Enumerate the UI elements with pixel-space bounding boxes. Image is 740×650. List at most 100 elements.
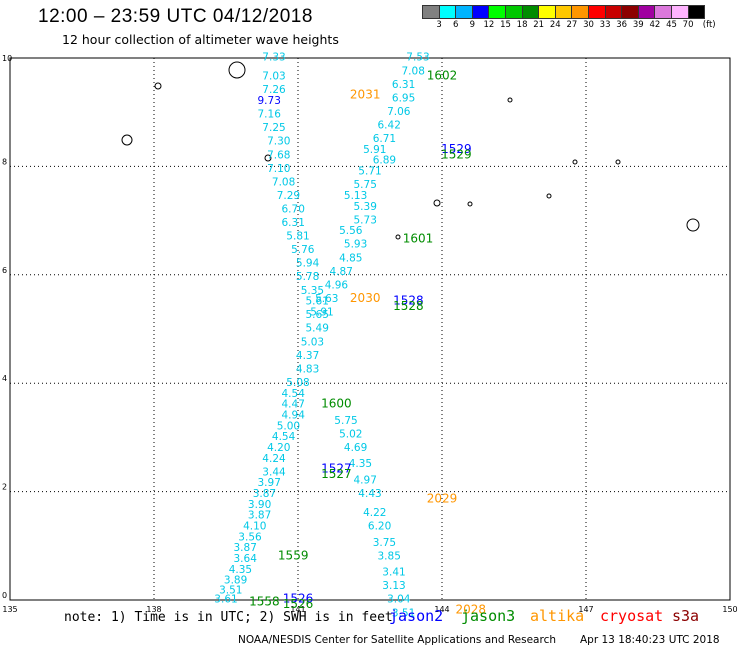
- swh-label: 3.61: [214, 594, 237, 606]
- x-tick-label: 150: [722, 605, 737, 614]
- legend-swatch: [521, 5, 540, 19]
- swh-label: 4.47: [282, 399, 305, 411]
- generated-timestamp: Apr 13 18:40:23 UTC 2018: [580, 634, 720, 646]
- swh-label: 5.93: [344, 239, 367, 251]
- pass-time-label: 1526: [283, 592, 314, 606]
- island-outline: [395, 234, 401, 240]
- legend-label: 36: [616, 20, 628, 30]
- satellite-jason2: jason2: [389, 607, 444, 625]
- island-outline: [686, 218, 700, 232]
- legend-label: 27: [566, 20, 578, 30]
- x-tick-label: 138: [146, 605, 161, 614]
- swh-label: 4.54: [282, 388, 306, 400]
- legend-label: 3: [436, 20, 442, 30]
- pass-time-label: 1602: [427, 69, 458, 83]
- swh-label: 5.08: [286, 377, 309, 389]
- swh-label: 5.75: [354, 179, 377, 191]
- legend-label: 18: [516, 20, 528, 30]
- satellite-cryosat: cryosat: [600, 607, 664, 625]
- swh-label: 7.26: [262, 84, 286, 96]
- island-outline: [228, 61, 246, 79]
- swh-label: 4.43: [358, 488, 381, 500]
- pass-time-label: 1528: [393, 294, 424, 308]
- legend-swatch: [471, 5, 490, 19]
- swh-label: 3.89: [224, 575, 247, 587]
- swh-label: 4.20: [267, 442, 290, 454]
- swh-label: 5.00: [277, 420, 300, 432]
- legend-label: 12: [483, 20, 495, 30]
- swh-label: 5.91: [310, 306, 333, 318]
- swh-label: 7.08: [272, 176, 295, 188]
- legend-swatch: [571, 5, 589, 19]
- legend-swatch: [621, 5, 639, 19]
- swh-label: 6.95: [392, 92, 415, 104]
- swh-label: 9.73: [258, 95, 281, 107]
- pass-time-label: 1529: [441, 147, 472, 161]
- swh-label: 4.37: [296, 350, 319, 362]
- pass-time-label: 1527: [321, 467, 352, 481]
- swh-label: 5.13: [344, 190, 367, 202]
- legend-swatch: [604, 5, 623, 19]
- y-tick-label: 0: [2, 591, 7, 600]
- legend-label: 9: [469, 20, 476, 30]
- legend-swatch: [438, 5, 457, 19]
- map-title: 12:00 – 23:59 UTC 04/12/2018: [38, 6, 313, 27]
- island-outline: [507, 97, 513, 103]
- swh-label: 3.51: [392, 607, 415, 619]
- legend-color-scale: [422, 5, 740, 19]
- swh-label: 5.81: [286, 231, 309, 243]
- map-subtitle: 12 hour collection of altimeter wave hei…: [62, 32, 339, 47]
- legend-label: 39: [632, 20, 644, 30]
- swh-label: 7.29: [277, 190, 300, 202]
- swh-label: 5.03: [301, 336, 324, 348]
- swh-label: 5.73: [354, 214, 377, 226]
- map-frame: [9, 57, 731, 601]
- pass-time-label: 1601: [403, 231, 434, 245]
- legend-label: 45: [666, 20, 677, 30]
- satellite-jason3: jason3: [461, 607, 516, 625]
- swh-label: 5.94: [296, 258, 320, 270]
- swh-label: 4.35: [229, 564, 252, 576]
- swh-label: 7.16: [258, 109, 282, 121]
- swh-label: 3.87: [253, 488, 276, 500]
- y-tick-label: 8: [2, 157, 7, 166]
- swh-label: 5.56: [339, 225, 363, 237]
- swh-label: 7.25: [262, 122, 285, 134]
- swh-label: 3.85: [378, 550, 401, 562]
- swh-label: 4.22: [363, 507, 386, 519]
- legend-swatch: [538, 5, 556, 19]
- swh-label: 3.44: [262, 466, 286, 478]
- swh-label: 4.85: [339, 252, 362, 264]
- swh-label: 3.87: [248, 510, 271, 522]
- swh-label: 7.08: [402, 65, 425, 77]
- y-tick-label: 10: [2, 54, 12, 63]
- swh-label: 6.20: [368, 521, 391, 533]
- y-tick-label: 2: [2, 483, 7, 492]
- legend-swatch: [488, 5, 506, 19]
- swh-label: 7.03: [262, 71, 285, 83]
- swh-label: 4.94: [282, 409, 306, 421]
- swh-label: 4.10: [243, 521, 266, 533]
- swh-label: 7.30: [267, 136, 290, 148]
- swh-label: 5.02: [339, 428, 362, 440]
- legend-swatch: [455, 5, 473, 19]
- swh-label: 5.35: [301, 285, 324, 297]
- swh-label: 4.97: [354, 474, 377, 486]
- swh-label: 7.68: [267, 149, 290, 161]
- pass-time-label: 1600: [321, 397, 352, 411]
- legend-label: 6: [452, 20, 459, 30]
- x-tick-label: 144: [434, 605, 449, 614]
- legend-label: 21: [533, 20, 545, 30]
- satellite-altika: altika: [530, 607, 585, 625]
- swh-label: 5.63: [315, 293, 338, 305]
- swh-label: 4.87: [330, 266, 353, 278]
- legend-label: 24: [549, 20, 561, 30]
- swh-label: 3.90: [248, 499, 271, 511]
- pass-time-label: 1527: [321, 462, 352, 476]
- y-tick-label: 6: [2, 266, 7, 275]
- pass-time-label: 2030: [350, 291, 381, 305]
- swh-label: 3.13: [382, 580, 405, 592]
- island-outline: [572, 159, 578, 165]
- pass-time-label: 1559: [278, 548, 309, 562]
- pass-time-label: 2028: [456, 603, 487, 617]
